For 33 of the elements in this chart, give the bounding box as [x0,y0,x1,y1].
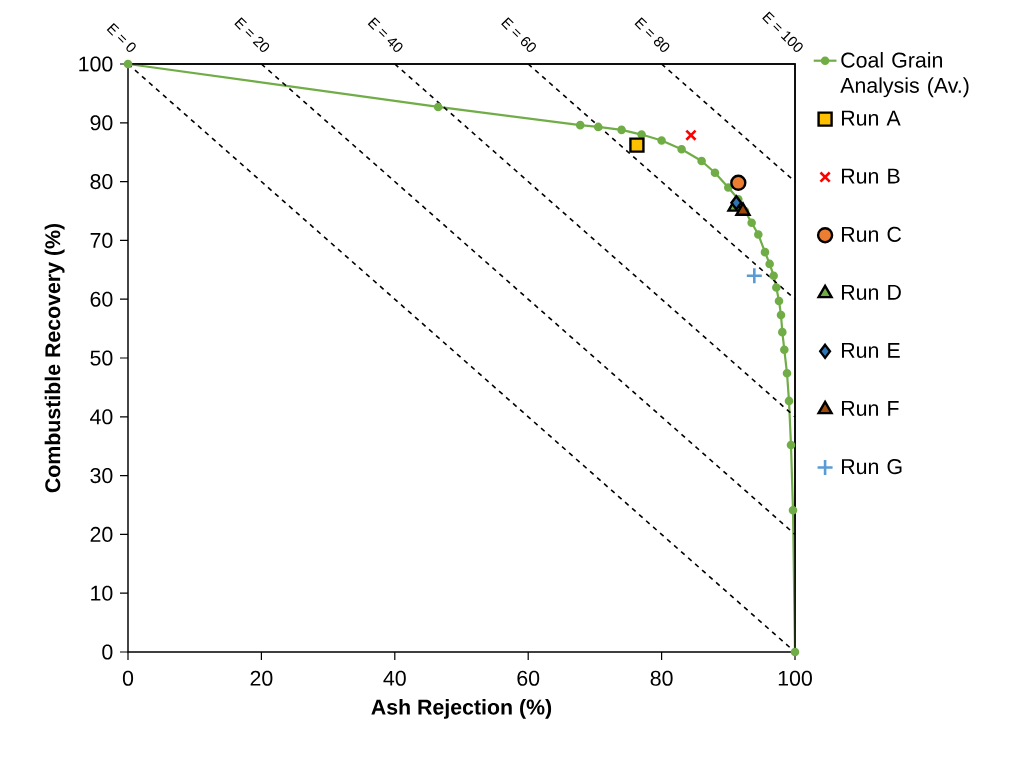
x-tick-label: 60 [517,670,540,686]
annotation: E = 80 [634,17,670,52]
x-tick-label: 20 [250,670,273,686]
y-tick-label: 80 [90,174,113,190]
y-tick-label: 50 [90,350,113,366]
x-axis-title: Ash Rejection (%) [371,698,552,719]
annotation: E = 0 [106,22,136,52]
y-tick-label: 100 [79,56,113,72]
y-tick-label: 60 [90,291,113,307]
x-tick-label: 40 [383,670,406,686]
legend-label: Run F [842,401,899,416]
annotation: E = 60 [501,17,536,52]
annotation: E = 40 [367,17,403,52]
y-tick-label: 20 [90,526,113,542]
y-tick-label: 30 [90,468,113,484]
y-tick-label: 10 [91,585,113,601]
legend-label: Run A [842,110,901,126]
legend-label: Run C [842,226,902,242]
x-tick-label: 80 [650,670,673,686]
x-tick-label: 0 [122,670,134,686]
y-axis-title: Combustible Recovery (%) [44,223,65,493]
x-tick-label: 100 [778,670,812,686]
text: E = 100 [762,11,803,52]
y-tick-label: 70 [90,232,113,248]
annotation: E = 20 [234,17,270,52]
y-tick-label: 40 [90,409,113,425]
legend-label: Run D [842,285,901,300]
legend-label: Run E [842,343,900,358]
y-tick-label: 0 [102,644,113,660]
y-tick-label: 90 [90,115,113,131]
legend-label: Coal Grain Analysis (Av.) [840,51,969,98]
legend-label: Run G [842,459,902,475]
legend-label: Run B [842,168,900,184]
